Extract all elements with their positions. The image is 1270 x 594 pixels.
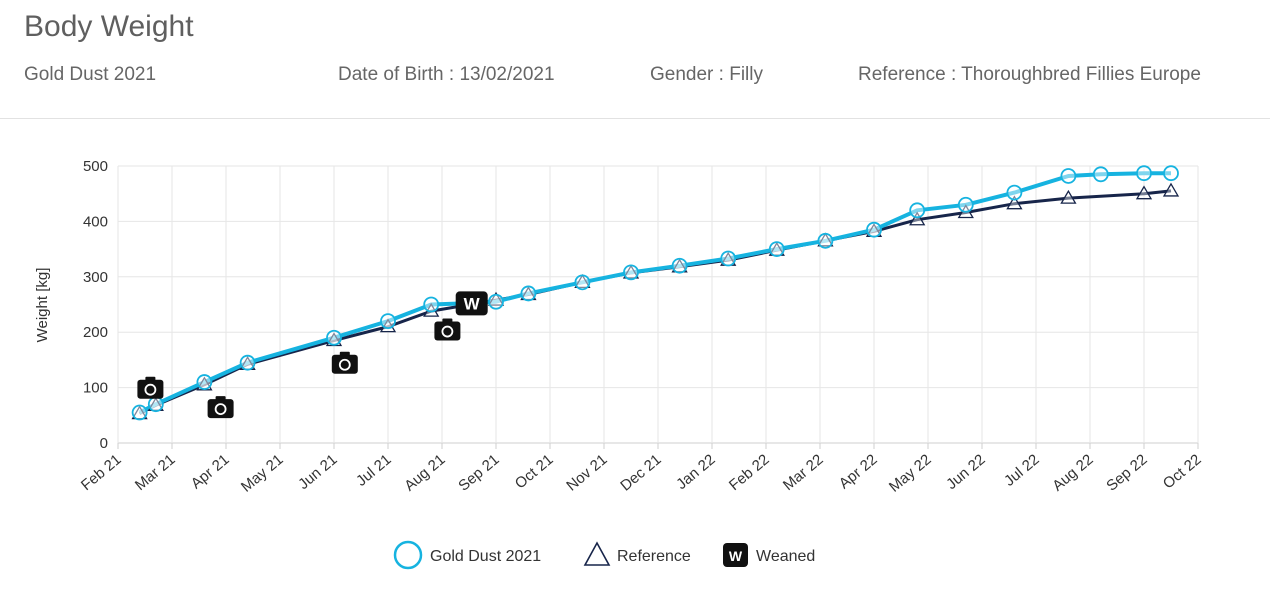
gold-dust-point — [488, 293, 504, 310]
x-tick-label: Jun 22 — [943, 451, 988, 493]
y-tick-label: 400 — [83, 213, 108, 230]
x-tick-label: Nov 21 — [563, 451, 610, 495]
x-tick-label: Apr 22 — [836, 451, 881, 492]
gold-dust-point — [1163, 165, 1179, 182]
weaned-badge-label: W — [464, 294, 481, 313]
gender: Gender : Filly — [650, 64, 763, 85]
x-tick-label: Aug 22 — [1049, 451, 1096, 495]
gold-dust-point — [866, 221, 882, 238]
x-tick-label: Oct 22 — [1160, 451, 1205, 492]
legend-item-weaned[interactable]: W Weaned — [723, 543, 815, 567]
gold-dust-point — [1092, 166, 1109, 183]
gold-dust-point — [623, 264, 639, 281]
gold-dust-point — [147, 396, 164, 413]
x-tick-label: Jul 22 — [1001, 451, 1043, 490]
gold-dust-point — [957, 196, 974, 213]
x-tick-label: Jan 22 — [673, 451, 718, 493]
legend-weaned-icon — [723, 543, 748, 567]
y-tick-label: 300 — [83, 269, 108, 286]
gold-dust-point — [380, 313, 396, 330]
legend-item-gold-dust[interactable]: Gold Dust 2021 — [393, 540, 541, 570]
gold-dust-point — [239, 354, 256, 371]
reference-point — [379, 318, 397, 333]
legend: Gold Dust 2021 Reference W Weaned — [393, 540, 815, 570]
header-divider — [0, 118, 1270, 119]
x-tick-label: Apr 21 — [188, 451, 233, 492]
camera-icon — [207, 396, 234, 419]
x-tick-label: Sep 22 — [1103, 451, 1150, 495]
legend-label-reference: Reference — [617, 548, 691, 565]
x-tick-label: Sep 21 — [455, 451, 502, 495]
reference-point — [1060, 189, 1077, 204]
x-tick-label: Feb 22 — [726, 451, 773, 494]
horse-name: Gold Dust 2021 — [24, 64, 157, 85]
reference-point — [909, 211, 926, 226]
reference-line — [138, 189, 1172, 415]
reference-point — [574, 274, 591, 288]
marker-layer: W — [131, 165, 1180, 421]
gold-dust-point — [768, 241, 785, 258]
y-tick-label: 100 — [83, 380, 108, 397]
y-tick-label: 0 — [100, 435, 108, 452]
gold-dust-point — [520, 285, 537, 302]
reference-point — [487, 291, 505, 306]
gold-dust-line — [138, 171, 1171, 415]
x-tick-label: Jul 21 — [353, 451, 395, 490]
legend-circle-icon — [393, 540, 423, 570]
gold-dust-point — [909, 202, 926, 219]
x-tick-label: Dec 21 — [617, 451, 664, 495]
y-tick-label: 500 — [83, 158, 108, 175]
legend-triangle-icon — [583, 541, 611, 566]
y-axis-title: Weight [kg] — [34, 268, 51, 343]
legend-label-weaned: Weaned — [756, 548, 815, 565]
camera-icon — [137, 376, 164, 399]
reference-point — [1135, 185, 1153, 200]
reference-point — [1162, 182, 1180, 197]
x-tick-label: Jun 21 — [295, 451, 340, 493]
y-tick-label: 200 — [83, 324, 108, 341]
x-tick-label: Oct 21 — [512, 451, 557, 492]
gold-dust-point — [817, 232, 834, 249]
grid-layer — [117, 165, 1199, 444]
x-tick-label: Mar 21 — [132, 451, 179, 494]
gold-dust-point — [131, 404, 148, 421]
legend-label-gold-dust: Gold Dust 2021 — [430, 548, 541, 565]
gold-dust-point — [1060, 168, 1077, 184]
x-tick-label: Aug 21 — [401, 451, 448, 495]
date-of-birth: Date of Birth : 13/02/2021 — [338, 64, 555, 85]
gold-dust-point — [1136, 165, 1152, 182]
x-tick-label: Feb 21 — [78, 451, 125, 494]
legend-item-reference[interactable]: Reference — [583, 541, 691, 566]
gold-dust-point — [326, 329, 342, 346]
gold-dust-point — [671, 257, 688, 274]
gold-dust-point — [574, 274, 591, 291]
weaned-event-marker: W — [455, 291, 488, 316]
x-tick-label: May 21 — [238, 451, 287, 496]
reference-point — [1006, 195, 1023, 210]
reference-point — [622, 264, 640, 279]
reference-info: Reference : Thoroughbred Fillies Europe — [858, 64, 1201, 85]
gold-dust-point — [196, 374, 213, 390]
legend-weaned-badge: W — [729, 548, 743, 564]
x-tick-label: Mar 22 — [780, 451, 827, 494]
gold-dust-point — [423, 296, 440, 313]
camera-icon — [434, 318, 461, 341]
gold-dust-point — [720, 250, 737, 267]
series-layer — [138, 171, 1172, 415]
x-tick-label: May 22 — [886, 451, 935, 496]
reference-point — [817, 232, 834, 247]
gold-dust-point — [1006, 184, 1023, 201]
page-title: Body Weight — [24, 10, 194, 43]
camera-icon — [331, 351, 358, 374]
